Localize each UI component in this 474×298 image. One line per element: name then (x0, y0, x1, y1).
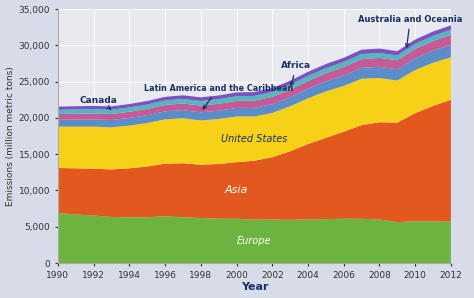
X-axis label: Year: Year (241, 283, 268, 292)
Text: Africa: Africa (281, 61, 311, 86)
Text: Latin America and the Caribbean: Latin America and the Caribbean (144, 83, 293, 109)
Y-axis label: Emissions (million metric tons): Emissions (million metric tons) (6, 66, 15, 206)
Text: Asia: Asia (225, 185, 248, 195)
Text: Europe: Europe (237, 236, 272, 246)
Text: Australia and Oceania: Australia and Oceania (358, 15, 462, 47)
Text: Canada: Canada (79, 96, 117, 109)
Text: United States: United States (221, 134, 288, 144)
